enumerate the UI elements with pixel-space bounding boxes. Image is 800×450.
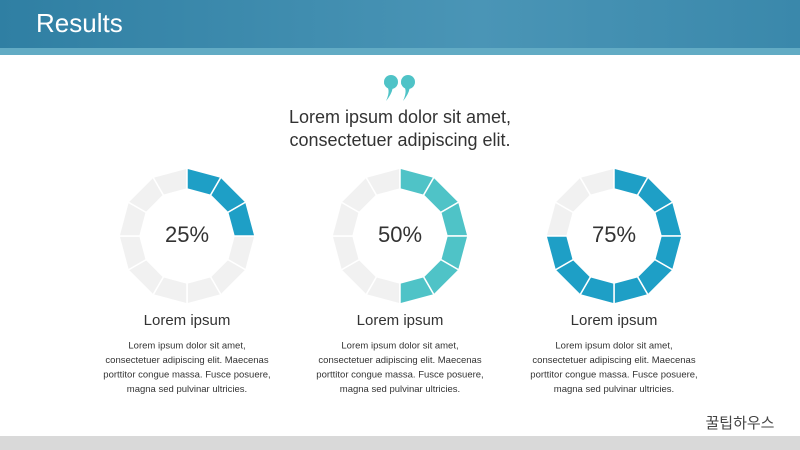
description-line: Lorem ipsum dolor sit amet,	[341, 341, 458, 352]
value-label: 75%	[592, 222, 636, 247]
value-label: 25%	[165, 222, 209, 247]
description-line: porttitor congue massa. Fusce posuere,	[103, 370, 270, 381]
header-strip	[0, 48, 800, 55]
donut-segment	[545, 235, 575, 272]
description-line: magna sed pulvinar ultricies.	[340, 384, 460, 395]
quote-icon	[384, 75, 415, 101]
donut-segment	[226, 200, 256, 237]
description-line: consectetuer adipiscing elit. Maecenas	[318, 355, 481, 366]
description-line: porttitor congue massa. Fusce posuere,	[316, 370, 483, 381]
description-line: magna sed pulvinar ultricies.	[554, 384, 674, 395]
header-bar	[0, 0, 800, 48]
header-title: Results	[36, 8, 123, 38]
footer-bar	[0, 436, 800, 450]
description-line: consectetuer adipiscing elit. Maecenas	[105, 355, 268, 366]
description-line: Lorem ipsum dolor sit amet,	[128, 341, 245, 352]
chart-title: Lorem ipsum	[571, 312, 658, 329]
donut-value	[399, 167, 469, 305]
quote-line: Lorem ipsum dolor sit amet,	[289, 107, 511, 127]
description-line: Lorem ipsum dolor sit amet,	[555, 341, 672, 352]
description-line: porttitor congue massa. Fusce posuere,	[530, 370, 697, 381]
value-label: 50%	[378, 222, 422, 247]
description-line: consectetuer adipiscing elit. Maecenas	[532, 355, 695, 366]
donut-value	[545, 167, 683, 305]
chart-title: Lorem ipsum	[357, 312, 444, 329]
quote-line: consectetuer adipiscing elit.	[289, 130, 510, 150]
description-line: magna sed pulvinar ultricies.	[127, 384, 247, 395]
donut-value	[186, 167, 256, 237]
donut-segment	[399, 275, 436, 305]
watermark: 꿀팁하우스	[705, 415, 774, 432]
chart-title: Lorem ipsum	[144, 312, 231, 329]
